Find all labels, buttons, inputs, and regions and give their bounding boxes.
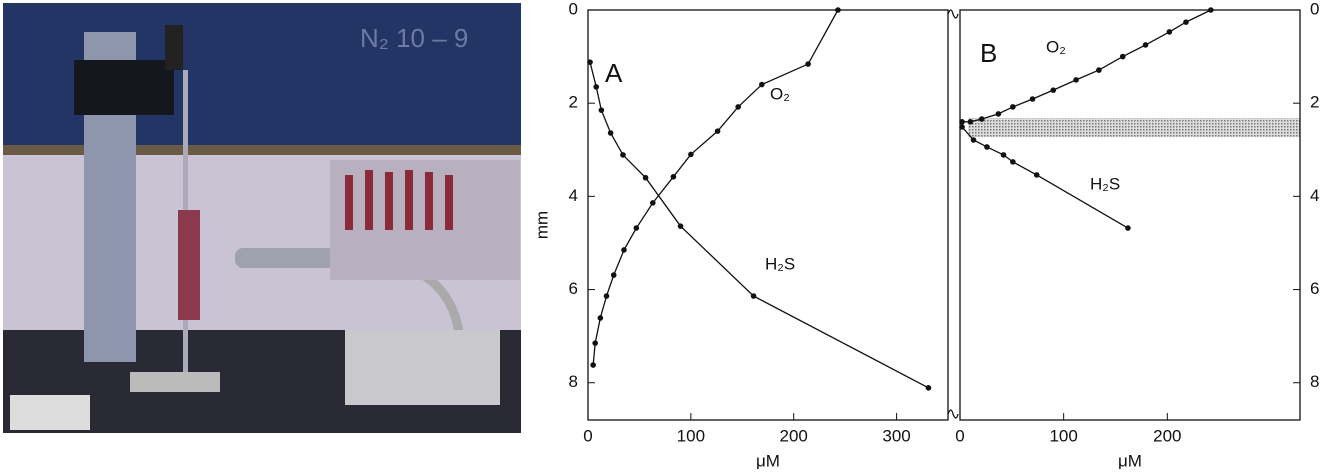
x-tick-label: 0 xyxy=(583,426,592,445)
data-point xyxy=(599,107,605,113)
x-tick-label: 0 xyxy=(955,426,964,445)
data-point xyxy=(608,130,614,136)
x-tick-label: 200 xyxy=(780,426,808,445)
y-tick-label: 4 xyxy=(1310,186,1319,205)
plot-frame xyxy=(588,10,948,420)
data-point xyxy=(759,82,765,88)
series-line xyxy=(593,10,838,365)
data-point xyxy=(1183,19,1189,25)
data-point xyxy=(715,128,721,134)
data-point xyxy=(598,315,604,321)
series-label: H₂S xyxy=(765,254,795,273)
data-point xyxy=(1208,7,1214,13)
data-point xyxy=(1001,152,1007,158)
y-tick-label: 8 xyxy=(1310,372,1319,391)
data-point xyxy=(688,152,694,158)
y-tick-label: 2 xyxy=(1310,93,1319,112)
data-point xyxy=(805,61,811,67)
svg-text:N₂ 10 – 9: N₂ 10 – 9 xyxy=(360,23,468,53)
series-line xyxy=(962,10,1211,122)
data-point xyxy=(1096,67,1102,73)
plot-frame xyxy=(960,10,1300,420)
data-point xyxy=(1125,225,1131,231)
data-point xyxy=(835,7,841,13)
data-point xyxy=(1143,42,1149,48)
data-point xyxy=(1010,159,1016,165)
data-point xyxy=(996,111,1002,117)
x-tick-label: 100 xyxy=(1049,426,1077,445)
data-point xyxy=(643,175,649,181)
data-point xyxy=(1030,96,1036,102)
data-point xyxy=(620,152,626,158)
data-point xyxy=(590,362,596,368)
y-tick-label: 0 xyxy=(1310,0,1319,18)
y-tick-label: 4 xyxy=(569,186,578,205)
data-point xyxy=(926,385,932,391)
series-label: O₂ xyxy=(1046,37,1066,56)
axis-break xyxy=(948,10,958,418)
data-point xyxy=(671,174,677,180)
data-point xyxy=(968,119,974,125)
data-point xyxy=(611,272,617,278)
x-tick-label: 100 xyxy=(677,426,705,445)
series-label: O₂ xyxy=(770,84,790,103)
data-point xyxy=(634,225,640,231)
x-tick-label: 200 xyxy=(1153,426,1181,445)
data-point xyxy=(621,247,627,253)
y-tick-label: 6 xyxy=(569,279,578,298)
data-point xyxy=(979,116,985,122)
x-tick-label: 300 xyxy=(882,426,910,445)
y-tick-label: 2 xyxy=(569,93,578,112)
x-axis-label: μM xyxy=(1118,451,1142,469)
data-point xyxy=(735,104,741,110)
data-point xyxy=(959,124,965,130)
data-point xyxy=(751,293,757,299)
data-point xyxy=(959,119,965,125)
data-point xyxy=(1034,172,1040,178)
data-point xyxy=(971,137,977,143)
data-point xyxy=(587,59,593,65)
panel-letter: A xyxy=(605,58,623,88)
data-point xyxy=(604,293,610,299)
data-point xyxy=(1050,87,1056,93)
y-tick-label: 8 xyxy=(569,372,578,391)
x-axis-label: μM xyxy=(756,451,780,469)
shaded-band xyxy=(968,118,1300,137)
series-line xyxy=(590,62,928,388)
data-point xyxy=(593,84,599,90)
data-point xyxy=(678,223,684,229)
y-tick-label: 0 xyxy=(569,0,578,18)
data-point xyxy=(1010,104,1016,110)
data-point xyxy=(1073,77,1079,83)
figure: N₂ 10 – 9 0 100 200 300 0 2 4 6 8 μM mm A O₂ H₂S 0 100 2… xyxy=(0,0,1323,469)
data-point xyxy=(984,144,990,150)
data-point xyxy=(1167,29,1173,35)
apparatus-photo: N₂ 10 – 9 xyxy=(3,3,521,433)
y-axis-label: mm xyxy=(532,211,551,239)
data-point xyxy=(650,200,656,206)
data-point xyxy=(1120,54,1126,60)
y-tick-label: 6 xyxy=(1310,279,1319,298)
data-point xyxy=(592,340,598,346)
panel-letter: B xyxy=(980,38,997,68)
series-label: H₂S xyxy=(1090,174,1120,193)
